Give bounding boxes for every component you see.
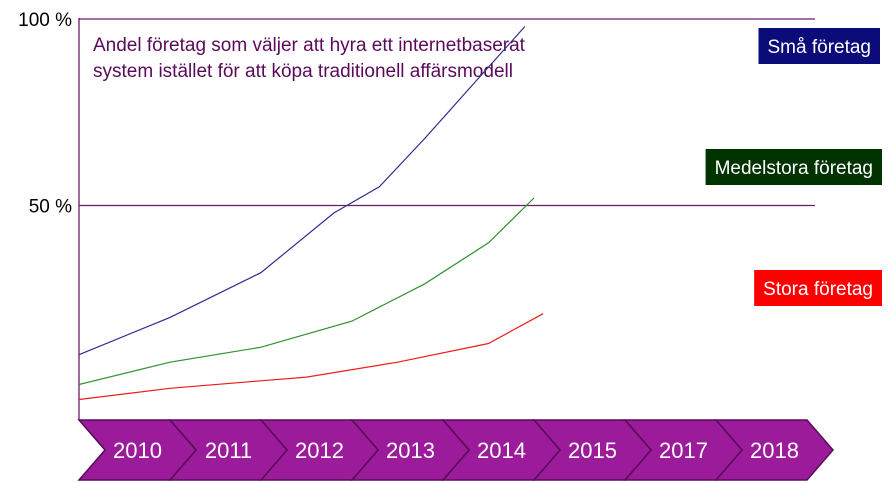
y-tick-labels: 100 % 50 % [18,10,72,218]
legend-label: Medelstora företag [715,158,873,179]
x-tick-label: 2013 [386,438,435,463]
year-arrow-2015: 2015 [532,419,652,481]
series-line-medelstora-foretag [78,197,535,386]
series-lines [78,26,544,401]
year-arrow-2013: 2013 [350,419,470,481]
x-axis-year-arrows: 2018 2017 2015 2014 2013 2012 2011 2010 [77,419,834,481]
x-tick-label: 2015 [568,438,617,463]
series-line-stora-foretag [78,313,544,401]
y-tick-label: 100 % [18,10,72,31]
legend-item-stora-foretag: Stora företag [754,270,882,306]
year-arrow-shape [77,419,197,481]
x-tick-label: 2014 [477,438,526,463]
year-arrow-2010: 2010 [77,419,197,481]
x-tick-label: 2011 [205,438,252,463]
legend-item-sma-foretag: Små företag [758,28,880,64]
x-tick-label: 2018 [750,438,799,463]
x-tick-label: 2010 [113,438,162,463]
year-arrow-2017: 2017 [623,419,743,481]
legend-box [754,270,882,306]
legend-item-medelstora-foretag: Medelstora företag [705,149,882,185]
x-tick-label: 2017 [659,438,708,463]
legend-box [758,28,880,64]
legend-box [705,149,882,185]
chart-title-line: system istället för att köpa traditionel… [93,61,513,82]
series-line-sma-foretag [78,26,526,356]
legend: Små företag Medelstora företag Stora föret… [705,28,882,306]
legend-label: Stora företag [763,279,873,300]
y-tick-label: 50 % [29,197,72,218]
x-tick-label: 2012 [295,438,344,463]
chart-title: Andel företag som väljer att hyra ett in… [93,35,526,82]
gridlines [79,18,815,207]
legend-label: Små företag [768,37,872,58]
chart-title-line: Andel företag som väljer att hyra ett in… [93,35,526,56]
